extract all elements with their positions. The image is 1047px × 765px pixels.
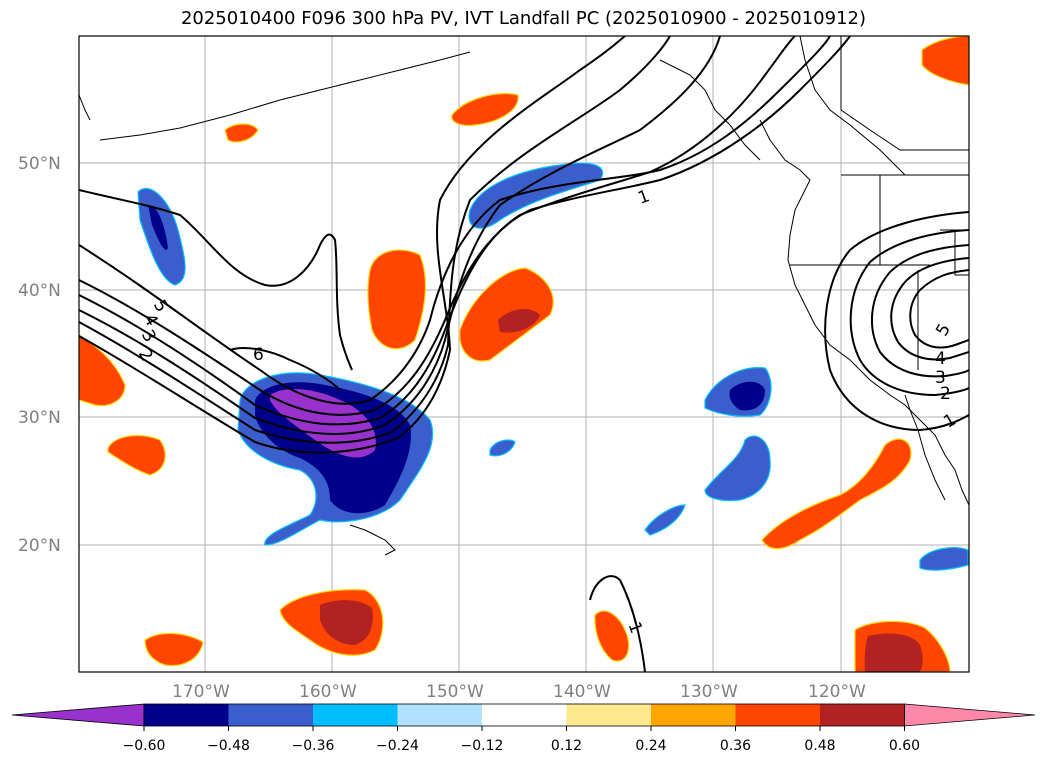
- map-area[interactable]: [79, 36, 969, 672]
- colorbar-segment: [651, 704, 736, 726]
- colorbar-segment: [820, 704, 905, 726]
- lon-label: 160°W: [299, 682, 357, 702]
- colorbar-tick-label: −0.60: [123, 738, 166, 754]
- lon-label: 130°W: [680, 682, 738, 702]
- colorbar-segment: [735, 704, 821, 726]
- colorbar-segment: [228, 704, 314, 726]
- lat-label: 50°N: [18, 154, 61, 174]
- colorbar: −0.60 −0.48 −0.36 −0.24 −0.12 0.12 0.24 0.36 0.4…: [11, 703, 1036, 754]
- colorbar-extend-high: [904, 703, 1036, 727]
- colorbar-segment: [144, 704, 229, 726]
- colorbar-tick-label: 0.60: [889, 738, 920, 754]
- colorbar-tick-label: −0.48: [207, 738, 250, 754]
- lon-label: 140°W: [553, 682, 611, 702]
- colorbar-tick-label: −0.36: [292, 738, 335, 754]
- colorbar-frame: [143, 703, 905, 727]
- positive-pv-anomalies: [79, 36, 969, 672]
- map-border: [78, 35, 970, 673]
- lon-label: 150°W: [426, 682, 484, 702]
- colorbar-segment: [397, 704, 483, 726]
- colorbar-segment: [482, 704, 567, 726]
- colorbar-tick-label: 0.36: [720, 738, 751, 754]
- colorbar-tick-label: 0.24: [635, 738, 666, 754]
- contour-label: 4: [935, 349, 946, 369]
- lon-label: 120°W: [808, 682, 866, 702]
- colorbar-tick-label: −0.24: [376, 738, 419, 754]
- lat-label: 30°N: [18, 408, 61, 428]
- latitude-labels: 50°N 40°N 30°N 20°N: [18, 154, 61, 556]
- colorbar-segment: [313, 704, 398, 726]
- contour-label: 2: [940, 384, 951, 404]
- lat-label: 40°N: [18, 281, 61, 301]
- contour-label: 3: [935, 368, 946, 388]
- colorbar-tick-label: −0.12: [461, 738, 504, 754]
- colorbar-tick-label: 0.12: [551, 738, 582, 754]
- lat-label: 20°N: [18, 536, 61, 556]
- colorbar-segment: [566, 704, 652, 726]
- colorbar-tick-label: 0.48: [804, 738, 835, 754]
- contour-label: 6: [253, 345, 264, 365]
- longitude-labels: 170°W 160°W 150°W 140°W 130°W 120°W: [172, 682, 866, 702]
- colorbar-extend-low: [11, 703, 145, 727]
- coastlines: [79, 36, 969, 556]
- map-title: 2025010400 F096 300 hPa PV, IVT Landfall…: [180, 8, 867, 29]
- ivt-contours: [79, 36, 969, 672]
- lon-label: 170°W: [172, 682, 230, 702]
